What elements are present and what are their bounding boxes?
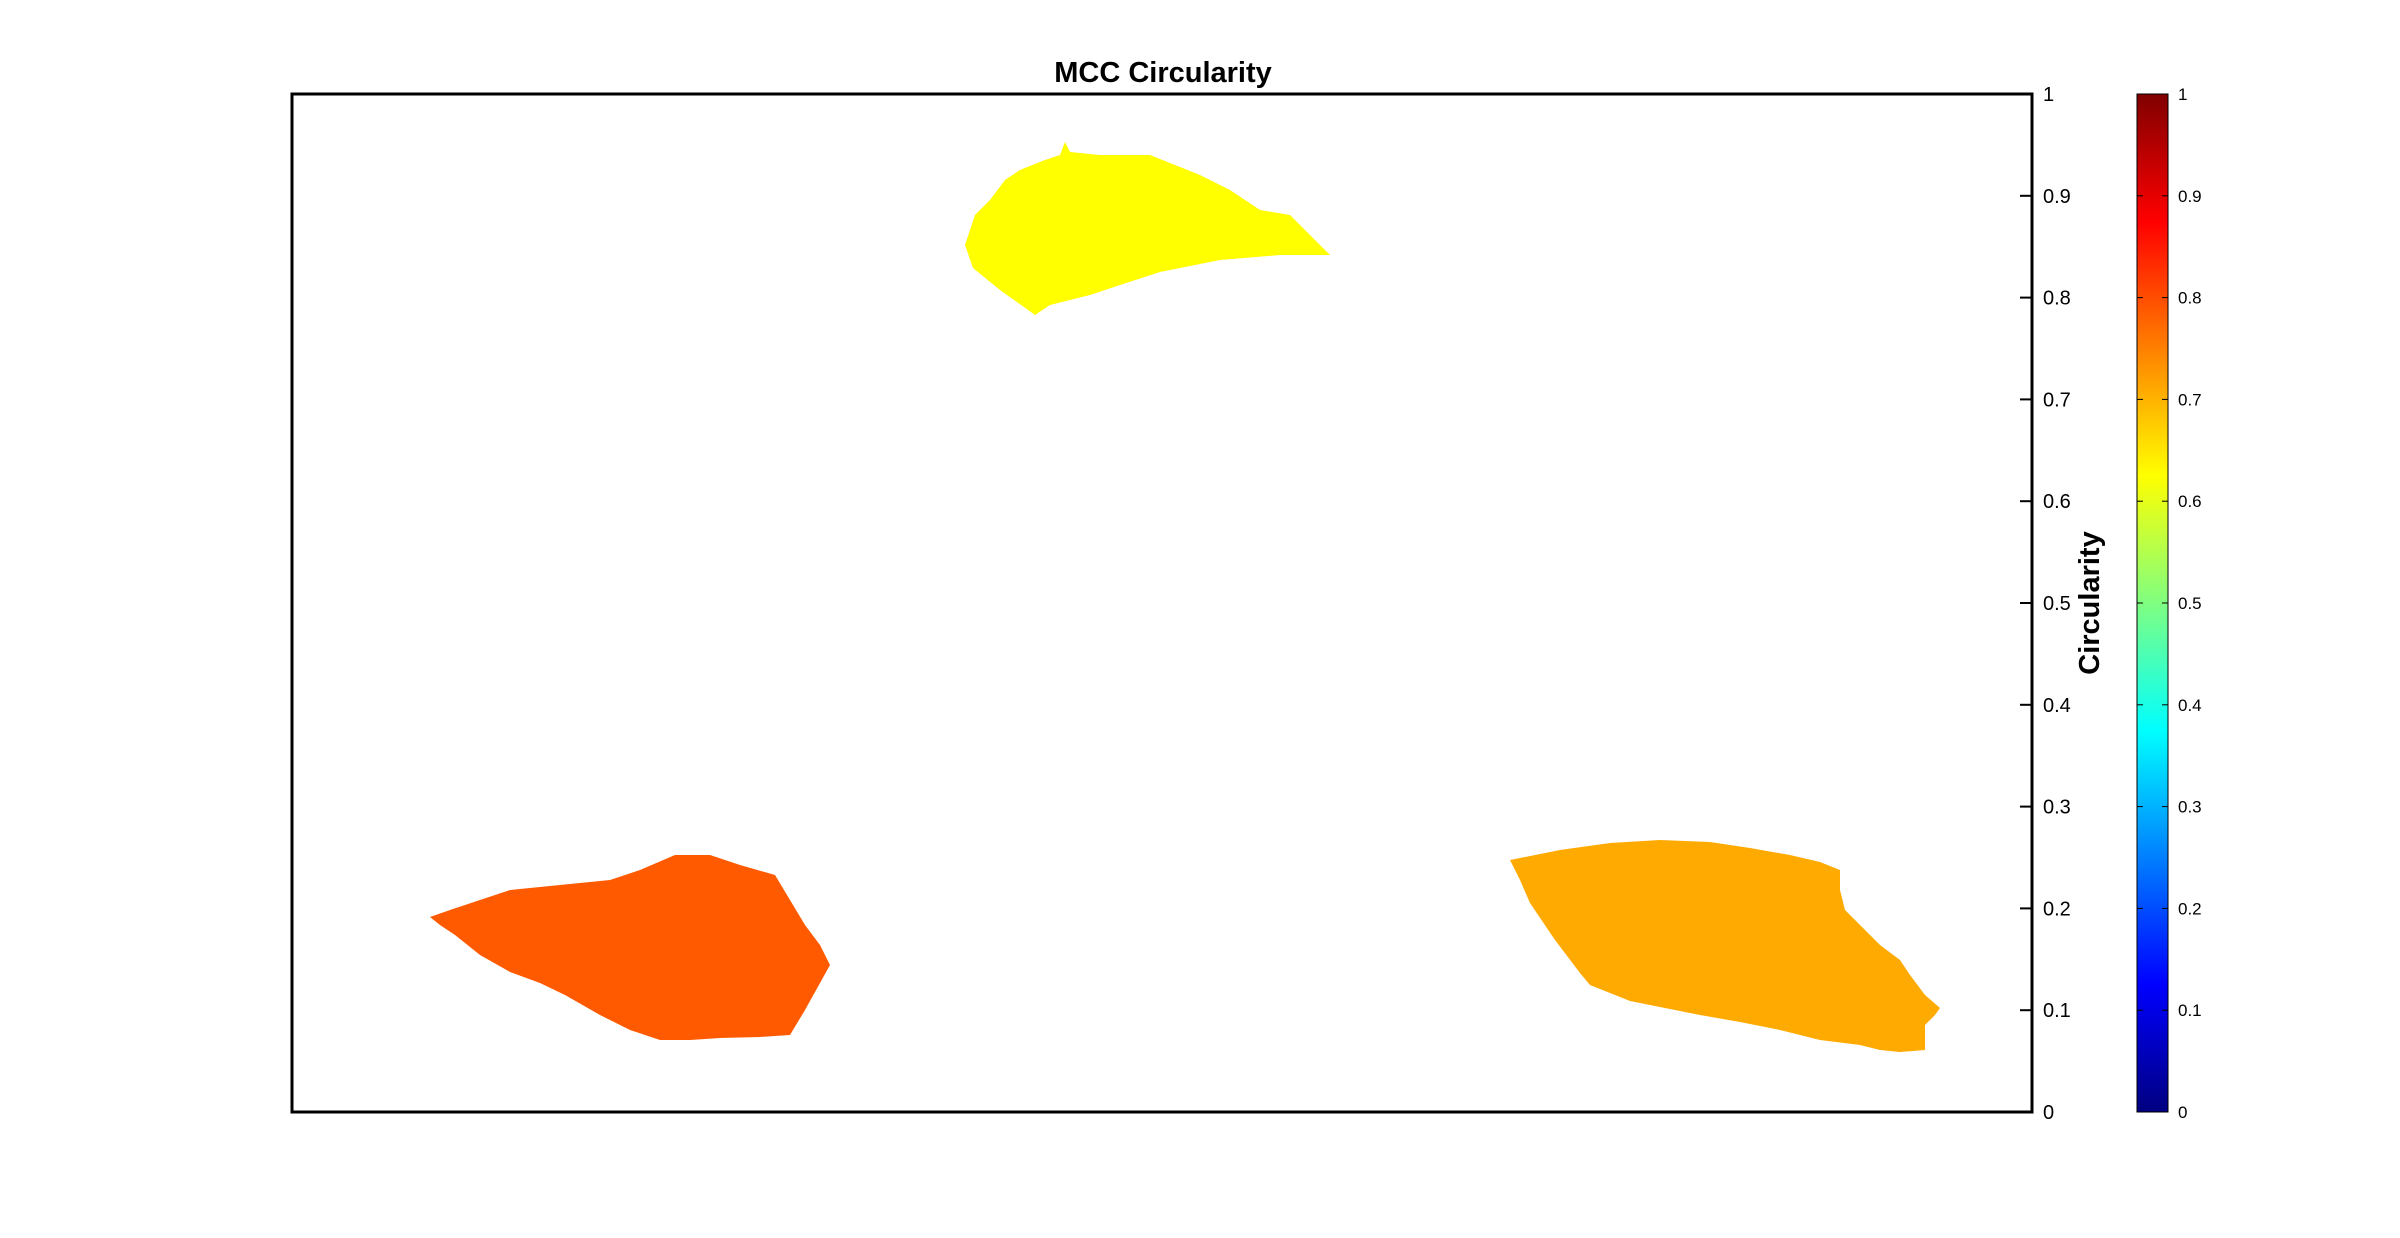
- region-top: [965, 142, 1330, 315]
- colorbar-ticks: 0 0.1 0.2 0.3 0.4 0.5 0.6 0.7 0.8 0.9 1: [2137, 85, 2202, 1122]
- colorbar-tick-label: 0.8: [2178, 289, 2202, 308]
- y-tick-label: 0.1: [2043, 1000, 2071, 1022]
- region-bottom-right: [1510, 840, 1940, 1052]
- colorbar-tick-label: 0.1: [2178, 1001, 2202, 1020]
- colorbar-tick-label: 0.7: [2178, 390, 2202, 409]
- y-tick-label: 0.7: [2043, 389, 2071, 411]
- colorbar-tick-label: 0.9: [2178, 187, 2202, 206]
- colorbar-tick-label: 1: [2178, 85, 2187, 104]
- colorbar-tick-label: 0.2: [2178, 899, 2202, 918]
- y-tick-label: 0.4: [2043, 695, 2071, 717]
- colorbar: 0 0.1 0.2 0.3 0.4 0.5 0.6 0.7 0.8 0.9 1: [2136, 85, 2202, 1122]
- region-bottom-left: [430, 855, 830, 1040]
- y-tick-label: 0.5: [2043, 593, 2071, 615]
- y-tick-label: 0.2: [2043, 898, 2071, 920]
- colorbar-tick-label: 0.4: [2178, 696, 2202, 715]
- y-axis: 0 0.1 0.2 0.3 0.4 0.5 0.6 0.7 0.8 0.9 1: [2020, 84, 2071, 1124]
- colorbar-label: Circularity: [2074, 531, 2106, 674]
- y-tick-label: 1: [2043, 84, 2054, 106]
- colorbar-tick-label: 0: [2178, 1103, 2187, 1122]
- chart-title: MCC Circularity: [1054, 57, 1272, 89]
- plot-area: [290, 92, 2034, 1114]
- y-tick-label: 0.9: [2043, 186, 2071, 208]
- colorbar-tick-label: 0.5: [2178, 594, 2202, 613]
- y-tick-label: 0.6: [2043, 491, 2071, 513]
- y-tick-label: 0.3: [2043, 797, 2071, 819]
- y-tick-label: 0.8: [2043, 288, 2071, 310]
- y-tick-label: 0: [2043, 1102, 2054, 1124]
- colorbar-tick-label: 0.6: [2178, 492, 2202, 511]
- colorbar-tick-label: 0.3: [2178, 798, 2202, 817]
